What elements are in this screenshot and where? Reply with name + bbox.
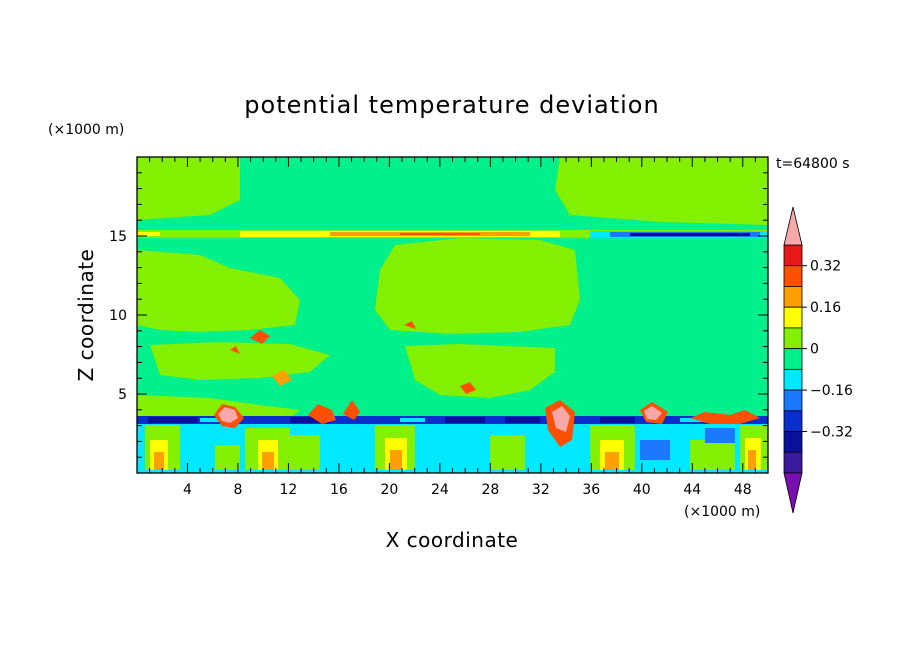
colorbar-segment (783, 265, 803, 287)
x-tick-label: 36 (582, 482, 600, 498)
x-tick-label: 20 (380, 482, 398, 498)
y-tick-label: 5 (118, 387, 127, 403)
x-tick-label: 24 (431, 482, 449, 498)
chart-title: potential temperature deviation (244, 91, 659, 119)
y-axis-label: Z coordinate (74, 249, 98, 382)
y-tick-label: 15 (109, 229, 127, 245)
x-tick-label: 4 (183, 482, 192, 498)
colorbar-segment (783, 348, 803, 370)
colorbar-segment (783, 389, 803, 412)
x-tick-label: 16 (330, 482, 348, 498)
colorbar-label: 0 (810, 342, 819, 358)
x-axis: 4 8 12 16 20 24 28 32 36 40 44 48 (149, 157, 756, 498)
colorbar-segment (783, 410, 803, 432)
colorbar-segment (783, 327, 803, 350)
colorbar-label: 0.16 (810, 300, 841, 316)
plot-area (136, 156, 769, 474)
colorbar-segment (783, 431, 803, 453)
x-tick-label: 28 (481, 482, 499, 498)
colorbar-min-arrow (783, 472, 803, 514)
x-tick-label: 40 (633, 482, 651, 498)
x-tick-label: 12 (280, 482, 298, 498)
colorbar-label: 0.32 (810, 259, 841, 275)
colorbar-segment (783, 244, 803, 267)
x-tick-label: 8 (233, 482, 242, 498)
time-label: t=64800 s (776, 156, 850, 172)
x-tick-label: 44 (683, 482, 701, 498)
x-tick-label: 32 (532, 482, 550, 498)
x-axis-label: X coordinate (386, 528, 519, 552)
colorbar-segment (783, 286, 803, 308)
convective-cells (214, 321, 760, 447)
y-tick-label: 10 (109, 308, 127, 324)
colorbar-max-arrow (783, 206, 803, 246)
colorbar-segment (783, 368, 803, 391)
upper-layer-band (137, 230, 768, 238)
colorbar: 0.32 0.16 0 −0.16 −0.32 (783, 206, 853, 514)
x-unit-label: (×1000 m) (684, 504, 760, 520)
x-tick-label: 48 (734, 482, 752, 498)
colorbar-segment (783, 451, 803, 474)
colorbar-label: −0.16 (810, 383, 853, 399)
warm-patches (137, 157, 768, 418)
colorbar-label: −0.32 (810, 425, 853, 441)
colorbar-segment (783, 306, 803, 329)
boundary-layer (137, 416, 768, 473)
y-axis: 5 10 15 (109, 172, 768, 458)
y-unit-label: (×1000 m) (48, 122, 124, 138)
